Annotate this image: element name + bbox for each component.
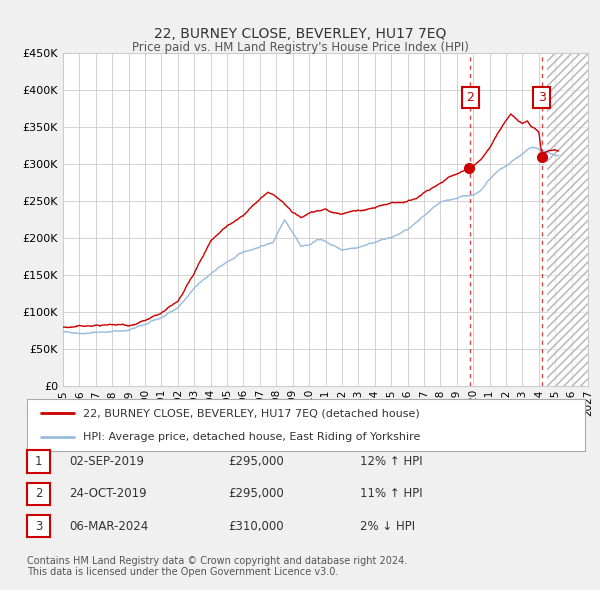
Text: HPI: Average price, detached house, East Riding of Yorkshire: HPI: Average price, detached house, East… bbox=[83, 432, 420, 442]
Text: £310,000: £310,000 bbox=[228, 520, 284, 533]
Text: Contains HM Land Registry data © Crown copyright and database right 2024.
This d: Contains HM Land Registry data © Crown c… bbox=[27, 556, 407, 578]
Text: 3: 3 bbox=[35, 520, 42, 533]
Text: 11% ↑ HPI: 11% ↑ HPI bbox=[360, 487, 422, 500]
Bar bbox=[547, 53, 588, 386]
Text: 2: 2 bbox=[35, 487, 42, 500]
Text: £295,000: £295,000 bbox=[228, 455, 284, 468]
Text: 22, BURNEY CLOSE, BEVERLEY, HU17 7EQ: 22, BURNEY CLOSE, BEVERLEY, HU17 7EQ bbox=[154, 27, 446, 41]
Text: 22, BURNEY CLOSE, BEVERLEY, HU17 7EQ (detached house): 22, BURNEY CLOSE, BEVERLEY, HU17 7EQ (de… bbox=[83, 408, 419, 418]
Bar bbox=[547, 53, 588, 386]
Text: 2% ↓ HPI: 2% ↓ HPI bbox=[360, 520, 415, 533]
Text: 02-SEP-2019: 02-SEP-2019 bbox=[69, 455, 144, 468]
Text: Price paid vs. HM Land Registry's House Price Index (HPI): Price paid vs. HM Land Registry's House … bbox=[131, 41, 469, 54]
Text: 24-OCT-2019: 24-OCT-2019 bbox=[69, 487, 146, 500]
Bar bbox=[547, 53, 588, 386]
Text: 06-MAR-2024: 06-MAR-2024 bbox=[69, 520, 148, 533]
Text: 2: 2 bbox=[466, 91, 474, 104]
Text: 12% ↑ HPI: 12% ↑ HPI bbox=[360, 455, 422, 468]
Text: 1: 1 bbox=[35, 455, 42, 468]
Text: £295,000: £295,000 bbox=[228, 487, 284, 500]
Text: 3: 3 bbox=[538, 91, 545, 104]
